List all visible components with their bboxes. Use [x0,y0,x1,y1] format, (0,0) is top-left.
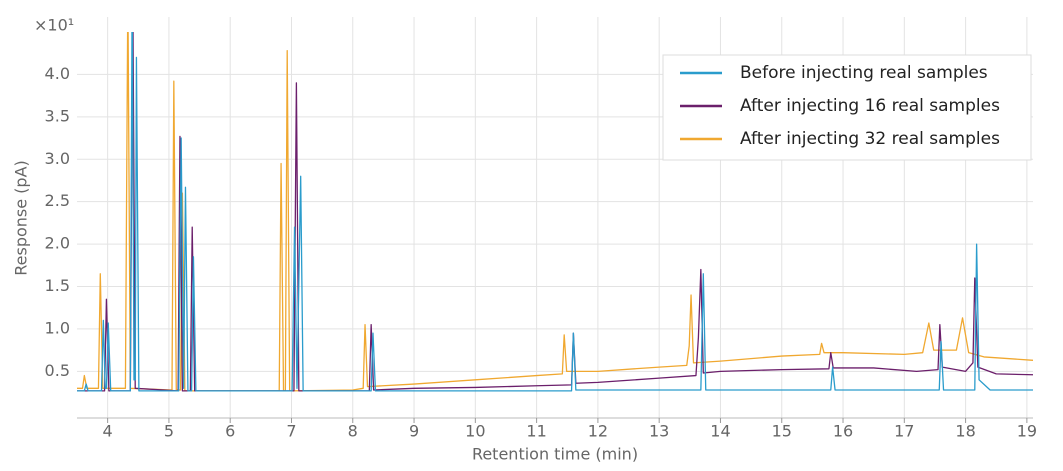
legend-label: After injecting 16 real samples [740,96,1000,116]
y-tick-label: 2.5 [45,191,70,210]
legend: Before injecting real samples After injec… [662,54,1032,161]
y-axis-title: Response (pA) [12,160,31,276]
legend-label: After injecting 32 real samples [740,129,1000,149]
plot-area [77,32,1033,392]
y-tick-label: 0.5 [45,361,70,380]
legend-box [662,54,1032,161]
x-tick-label: 9 [409,422,419,441]
series-line [77,32,1033,392]
y-tick-label: 3.0 [45,149,70,168]
x-tick-label: 16 [833,422,853,441]
y-tick-label: 3.5 [45,106,70,125]
y-tick-label: 1.5 [45,276,70,295]
x-tick-label: 15 [772,422,792,441]
y-multiplier: ×10¹ [34,16,74,35]
grid [77,17,1033,418]
x-tick-label: 10 [465,422,485,441]
y-tick-label: 2.0 [45,234,70,253]
x-tick-label: 19 [1017,422,1037,441]
x-tick-label: 8 [348,422,358,441]
series-line [77,32,1033,392]
x-tick-label: 4 [103,422,113,441]
legend-label: Before injecting real samples [740,63,988,83]
x-tick-label: 18 [955,422,975,441]
x-tick-label: 14 [710,422,730,441]
x-tick-label: 17 [894,422,914,441]
x-tick-label: 11 [526,422,546,441]
x-tick-label: 7 [286,422,296,441]
y-tick-label: 1.0 [45,318,70,337]
x-tick-label: 5 [164,422,174,441]
y-tick-label: 4.0 [45,64,70,83]
x-axis-title: Retention time (min) [472,445,638,464]
x-tick-label: 6 [225,422,235,441]
x-tick-label: 13 [649,422,669,441]
x-tick-label: 12 [588,422,608,441]
